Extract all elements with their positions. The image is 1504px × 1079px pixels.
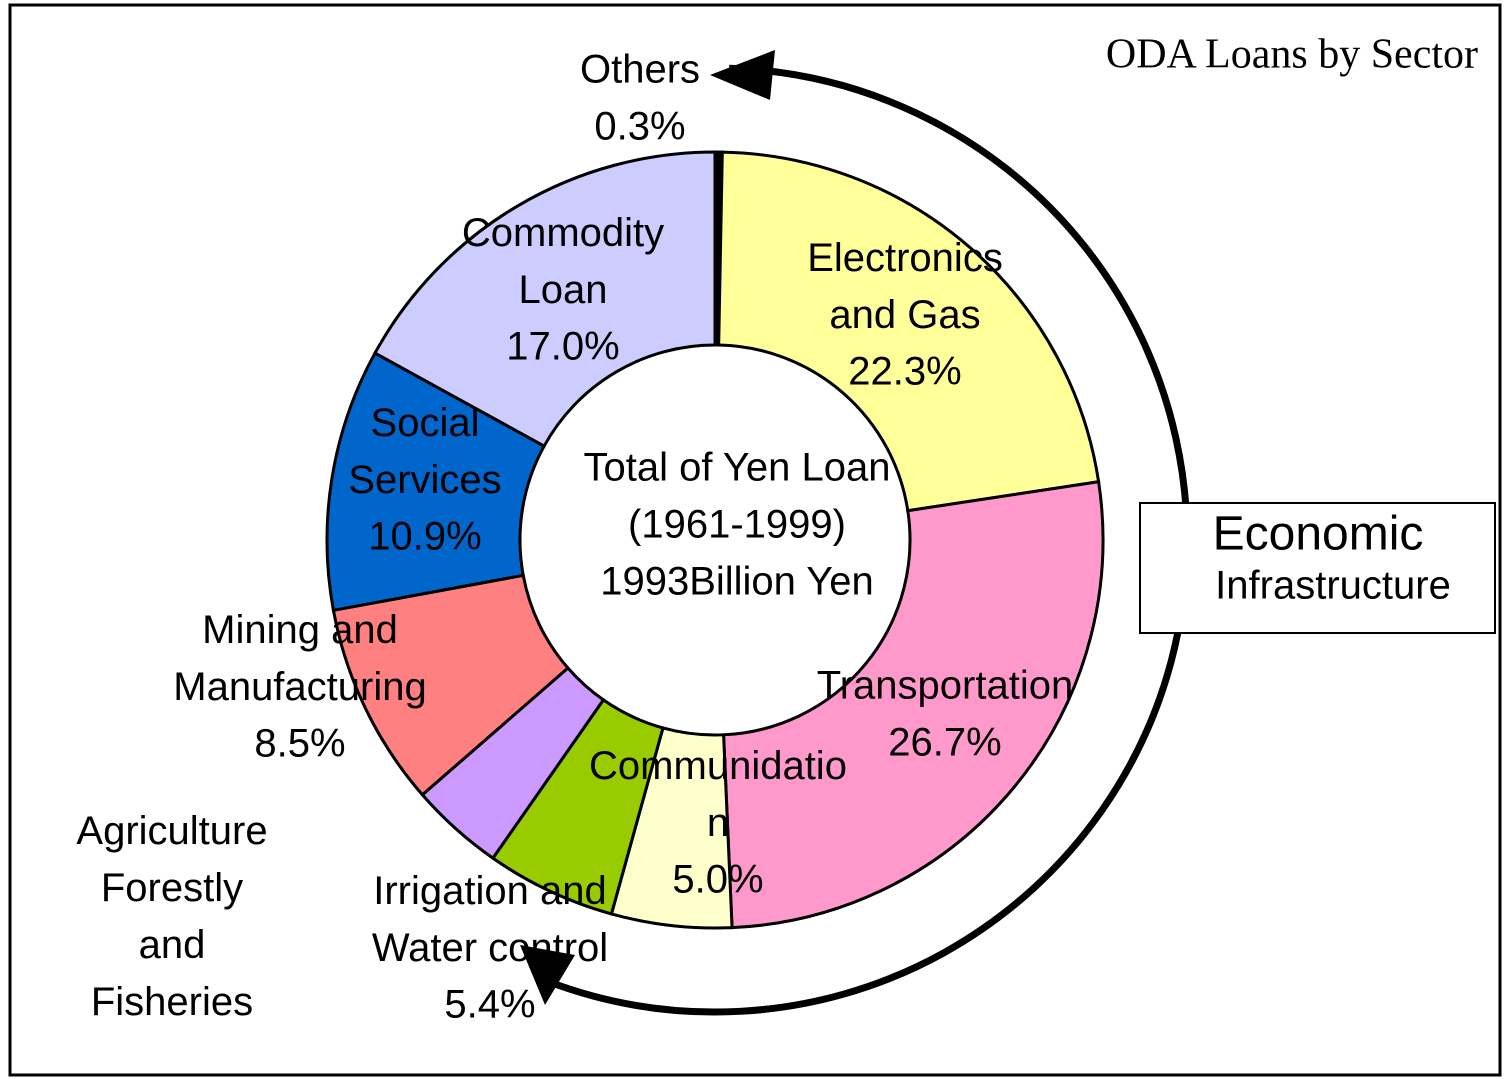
chart-title: ODA Loans by Sector [1106, 32, 1478, 78]
center-text: (1961-1999) [628, 503, 846, 547]
value-label: 26.7% [888, 721, 1001, 765]
center-text: 1993Billion Yen [600, 560, 874, 604]
slice-label: Communidatio n [589, 744, 847, 845]
value-label: 0.3% [594, 105, 685, 149]
slice-label: Agriculture Forestly and Fisheries [76, 809, 267, 1024]
value-label: 10.9% [368, 515, 481, 559]
value-label: 17.0% [506, 325, 619, 369]
frame [8, 3, 1502, 1077]
annotation-box [1139, 502, 1496, 634]
arrow-head [520, 945, 575, 1005]
donut-slice [722, 480, 1105, 930]
slice-label: Others [580, 48, 700, 92]
value-label: 8.5% [254, 722, 345, 766]
annotation: Infrastructure [1215, 564, 1451, 608]
center-text: Total of Yen Loan [584, 446, 891, 490]
arrow-head [710, 50, 775, 100]
donut-slice [372, 150, 717, 449]
value-label: 5.0% [672, 858, 763, 902]
slice-label: Mining and Manufacturing [173, 608, 426, 709]
slice-label: Electronics and Gas [807, 236, 1003, 337]
slice-label: Transportation [817, 664, 1073, 708]
value-label: 5.4% [444, 983, 535, 1027]
value-label: 22.3% [848, 350, 961, 394]
donut-slice [717, 150, 1101, 513]
slice-label: Commodity Loan [462, 211, 664, 312]
slice-label: Social Services [348, 401, 501, 502]
annotation: Economic [1213, 508, 1424, 561]
slice-label: Irrigation and Water control [372, 869, 608, 970]
donut [325, 150, 1105, 930]
